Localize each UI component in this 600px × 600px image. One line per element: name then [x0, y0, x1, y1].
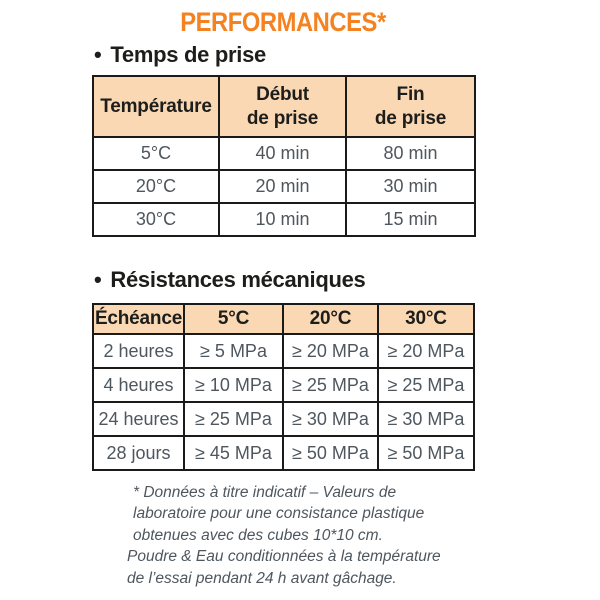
bullet-icon: • [94, 42, 102, 67]
table-cell: ≥ 30 MPa [377, 401, 475, 437]
table-cell: 28 jours [92, 435, 185, 471]
column-header-debut-de-prise: Début de prise [218, 75, 347, 138]
section-heading-temps-de-prise: • Temps de prise [94, 42, 266, 68]
footnote-line: Poudre & Eau conditionnées à la températ… [127, 548, 441, 566]
bullet-icon: • [94, 267, 102, 292]
table-cell: ≥ 25 MPa [377, 367, 475, 403]
table-row: 28 jours ≥ 45 MPa ≥ 50 MPa ≥ 50 MPa [92, 435, 475, 471]
table-cell: ≥ 20 MPa [377, 333, 475, 369]
table-cell: 20°C [92, 169, 220, 204]
section-heading-label: Temps de prise [110, 42, 266, 67]
table-cell: 30 min [345, 169, 476, 204]
footnote-line: obtenues avec des cubes 10*10 cm. [133, 526, 383, 544]
column-header-temperature: Température [92, 75, 220, 138]
footnote-line: de l’essai pendant 24 h avant gâchage. [127, 569, 397, 587]
column-header-20c: 20°C [282, 303, 379, 335]
table-cell: ≥ 45 MPa [183, 435, 284, 471]
table-cell: ≥ 25 MPa [183, 401, 284, 437]
table-cell: 10 min [218, 202, 347, 237]
table-cell: ≥ 25 MPa [282, 367, 379, 403]
table-cell: ≥ 50 MPa [377, 435, 475, 471]
table-row: 20°C 20 min 30 min [92, 169, 476, 204]
table-cell: 5°C [92, 136, 220, 171]
section-heading-resistances-mecaniques: • Résistances mécaniques [94, 267, 366, 293]
table-cell: ≥ 10 MPa [183, 367, 284, 403]
column-header-fin-de-prise: Fin de prise [345, 75, 476, 138]
table-cell: 40 min [218, 136, 347, 171]
table-cell: 20 min [218, 169, 347, 204]
section-heading-label: Résistances mécaniques [110, 267, 366, 292]
temps-de-prise-table: Température Début de prise Fin de prise … [92, 75, 476, 237]
column-header-30c: 30°C [377, 303, 475, 335]
column-header-5c: 5°C [183, 303, 284, 335]
table-cell: ≥ 30 MPa [282, 401, 379, 437]
table-cell: 30°C [92, 202, 220, 237]
page-title: PERFORMANCES* [180, 7, 386, 37]
table-cell: 2 heures [92, 333, 185, 369]
table-row: 30°C 10 min 15 min [92, 202, 476, 237]
table-row: 4 heures ≥ 10 MPa ≥ 25 MPa ≥ 25 MPa [92, 367, 475, 403]
table-header-row: Échéance 5°C 20°C 30°C [92, 303, 475, 335]
table-cell: ≥ 50 MPa [282, 435, 379, 471]
table-cell: ≥ 5 MPa [183, 333, 284, 369]
table-cell: 80 min [345, 136, 476, 171]
table-row: 24 heures ≥ 25 MPa ≥ 30 MPa ≥ 30 MPa [92, 401, 475, 437]
table-cell: 4 heures [92, 367, 185, 403]
table-cell: ≥ 20 MPa [282, 333, 379, 369]
column-header-echeance: Échéance [92, 303, 185, 335]
footnote: * Données à titre indicatif – Valeurs de… [127, 482, 487, 589]
resistances-mecaniques-table: Échéance 5°C 20°C 30°C 2 heures ≥ 5 MPa … [92, 303, 475, 471]
footnote-line: laboratoire pour une consistance plastiq… [133, 505, 425, 523]
table-row: 2 heures ≥ 5 MPa ≥ 20 MPa ≥ 20 MPa [92, 333, 475, 369]
table-cell: 15 min [345, 202, 476, 237]
table-cell: 24 heures [92, 401, 185, 437]
table-row: 5°C 40 min 80 min [92, 136, 476, 171]
footnote-line: * Données à titre indicatif – Valeurs de [133, 484, 397, 501]
table-header-row: Température Début de prise Fin de prise [92, 75, 476, 138]
